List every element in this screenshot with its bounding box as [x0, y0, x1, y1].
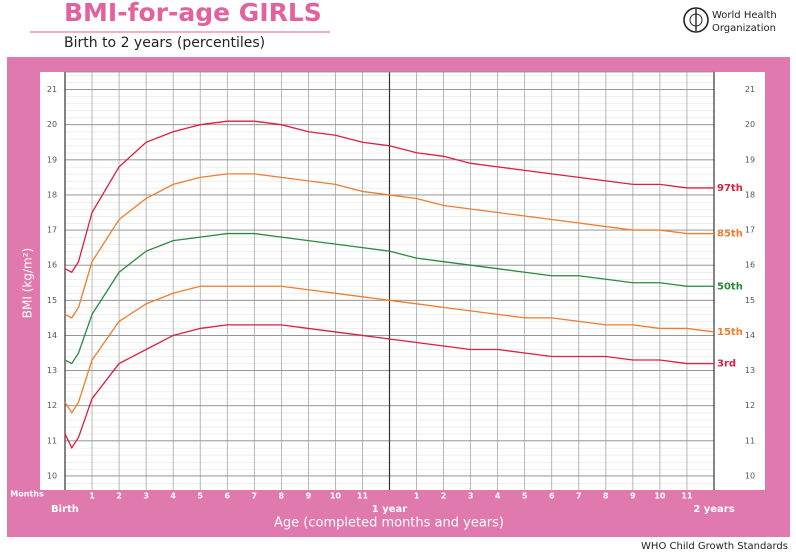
x-tick-label: 10 [330, 492, 342, 501]
series-label: 50th [717, 281, 743, 292]
x-tick-label: 11 [681, 492, 693, 501]
y-tick-label-right: 21 [745, 85, 755, 94]
x-tick-label: 6 [224, 492, 230, 501]
x-tick-label: 9 [306, 492, 312, 501]
year-tick-label: 1 year [372, 504, 407, 515]
y-tick-label: 14 [47, 331, 57, 340]
months-label: Months [10, 490, 44, 499]
series-label: 15th [717, 327, 743, 338]
y-tick-label: 11 [47, 436, 57, 445]
year-tick-label: Birth [51, 504, 79, 515]
x-tick-label: 7 [252, 492, 258, 501]
y-tick-label-right: 18 [745, 190, 755, 199]
x-tick-label: 11 [357, 492, 369, 501]
percentile-line [64, 120, 714, 274]
x-tick-label: 3 [143, 492, 149, 501]
x-tick-label: 2 [441, 492, 447, 501]
y-tick-label: 13 [47, 366, 57, 375]
x-tick-label: 8 [603, 492, 609, 501]
y-tick-label: 18 [47, 190, 57, 199]
x-tick-label: 7 [576, 492, 582, 501]
y-tick-label-right: 13 [745, 366, 755, 375]
percentile-line [64, 173, 714, 319]
x-tick-label: 1 [414, 492, 420, 501]
series-label: 85th [717, 229, 743, 240]
x-tick-label: 3 [468, 492, 474, 501]
x-tick-label: 6 [549, 492, 555, 501]
x-tick-label: 2 [116, 492, 122, 501]
y-tick-label: 17 [47, 226, 57, 235]
y-tick-label: 12 [47, 401, 57, 410]
logo-text: Organization [712, 23, 776, 34]
source: WHO Child Growth Standards [641, 541, 788, 552]
y-tick-label-right: 19 [745, 155, 755, 164]
x-tick-label: 10 [654, 492, 666, 501]
y-tick-label-right: 14 [745, 331, 755, 340]
chart-title: BMI-for-age GIRLS [64, 0, 322, 27]
x-tick-label: 5 [522, 492, 528, 501]
x-tick-label: 4 [495, 492, 501, 501]
y-tick-label-right: 16 [745, 261, 755, 270]
chart-subtitle: Birth to 2 years (percentiles) [64, 35, 265, 51]
y-tick-label-right: 17 [745, 226, 755, 235]
year-tick-label: 2 years [693, 504, 734, 515]
y-tick-label: 21 [47, 85, 57, 94]
series-label: 97th [717, 183, 743, 194]
percentile-line [64, 232, 714, 365]
y-tick-label: 19 [47, 155, 57, 164]
x-axis-label: Age (completed months and years) [274, 516, 504, 531]
y-axis-label: BMI (kg/m²) [21, 248, 35, 318]
who-logo [683, 7, 709, 33]
x-tick-label: 4 [170, 492, 176, 501]
series-label: 3rd [717, 359, 736, 370]
y-tick-label: 20 [47, 120, 57, 129]
x-tick-label: 9 [630, 492, 636, 501]
x-tick-label: 8 [279, 492, 285, 501]
y-tick-label-right: 15 [745, 296, 755, 305]
x-tick-label: 1 [89, 492, 95, 501]
y-tick-label-right: 20 [745, 120, 755, 129]
y-tick-label-right: 11 [745, 436, 755, 445]
percentile-line [64, 285, 715, 414]
x-tick-label: 5 [197, 492, 203, 501]
y-tick-label-right: 10 [745, 471, 755, 480]
y-tick-label: 16 [47, 261, 57, 270]
percentile-line [64, 324, 714, 450]
y-tick-label: 15 [47, 296, 57, 305]
y-tick-label: 10 [47, 471, 57, 480]
y-tick-label-right: 12 [745, 401, 755, 410]
logo-text: World Health [712, 10, 777, 21]
